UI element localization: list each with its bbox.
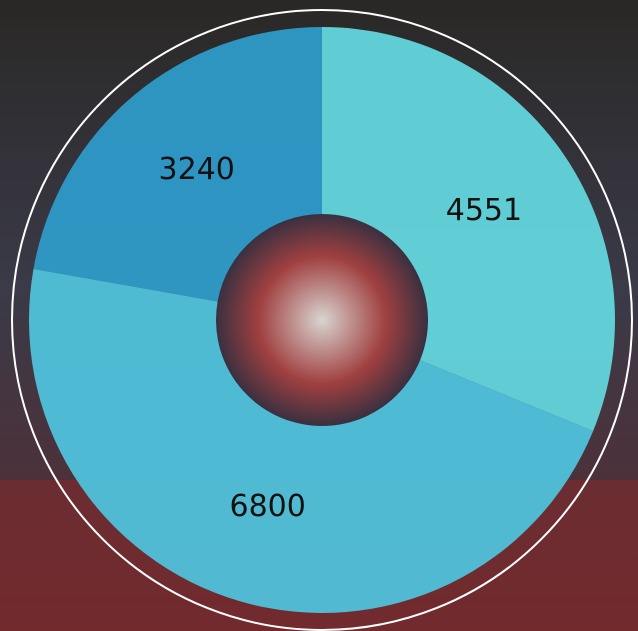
donut-slice [322,27,615,432]
data-label: 4551 [446,193,522,228]
data-label: 3240 [159,152,235,187]
donut-hole [216,214,428,426]
donut-slice [29,268,594,614]
data-label: 6800 [230,489,306,524]
donut-slice [33,27,323,302]
outline-ring [11,9,633,631]
